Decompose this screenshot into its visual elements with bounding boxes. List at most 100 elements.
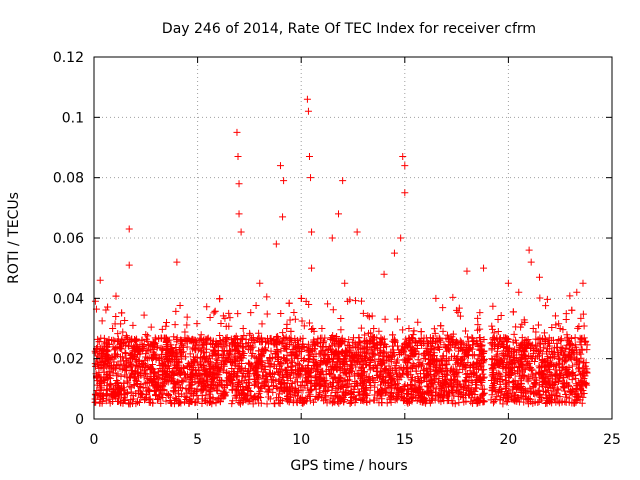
- data-point: [432, 363, 440, 371]
- data-point: [459, 339, 467, 347]
- data-point: [185, 399, 193, 407]
- data-point: [314, 362, 322, 370]
- data-point: [181, 328, 189, 336]
- data-point: [444, 345, 452, 353]
- data-point-outlier: [442, 361, 450, 369]
- data-point: [503, 398, 511, 406]
- data-point: [534, 321, 542, 329]
- data-point: [548, 323, 556, 331]
- data-point: [523, 358, 531, 366]
- data-point: [109, 336, 117, 344]
- data-point: [339, 388, 347, 396]
- data-point: [540, 329, 548, 337]
- data-point: [225, 353, 233, 361]
- data-point: [354, 388, 362, 396]
- data-point: [410, 351, 418, 359]
- data-point: [346, 357, 354, 365]
- data-point: [377, 348, 385, 356]
- data-point: [456, 312, 464, 320]
- data-point: [461, 377, 469, 385]
- data-point-outlier: [185, 337, 193, 345]
- data-point: [150, 368, 158, 376]
- data-point: [505, 345, 513, 353]
- data-point: [104, 303, 112, 311]
- data-point-outlier: [307, 174, 315, 182]
- data-point: [500, 393, 508, 401]
- data-point: [96, 344, 104, 352]
- data-point: [134, 387, 142, 395]
- data-point: [493, 334, 501, 342]
- data-point: [319, 378, 327, 386]
- data-point: [212, 355, 220, 363]
- data-point: [417, 377, 425, 385]
- data-point: [504, 351, 512, 359]
- data-point-outlier: [237, 228, 245, 236]
- data-point: [467, 398, 475, 406]
- data-point: [430, 325, 438, 333]
- data-point: [557, 337, 565, 345]
- data-point: [352, 297, 360, 305]
- data-point: [127, 396, 135, 404]
- data-point: [185, 385, 193, 393]
- data-point: [136, 350, 144, 358]
- data-point: [289, 399, 297, 407]
- data-point: [450, 372, 458, 380]
- data-point: [227, 335, 235, 343]
- data-point: [399, 394, 407, 402]
- data-point: [328, 350, 336, 358]
- data-point: [480, 389, 488, 397]
- data-point: [580, 374, 588, 382]
- data-point: [558, 346, 566, 354]
- data-point: [346, 365, 354, 373]
- data-point: [573, 393, 581, 401]
- data-point: [443, 344, 451, 352]
- data-point: [539, 387, 547, 395]
- data-point: [525, 395, 533, 403]
- data-point-outlier: [272, 240, 280, 248]
- data-point-outlier: [214, 343, 222, 351]
- data-point: [194, 395, 202, 403]
- data-point: [131, 351, 139, 359]
- data-point: [428, 355, 436, 363]
- data-point: [320, 374, 328, 382]
- data-point: [142, 391, 150, 399]
- data-point: [188, 335, 196, 343]
- data-point: [142, 361, 150, 369]
- data-point: [489, 384, 497, 392]
- data-point: [92, 391, 100, 399]
- data-point: [423, 348, 431, 356]
- data-point: [286, 316, 294, 324]
- data-point: [360, 397, 368, 405]
- data-point: [184, 386, 192, 394]
- data-point: [502, 334, 510, 342]
- data-point: [553, 389, 561, 397]
- data-point: [172, 395, 180, 403]
- data-point: [258, 320, 266, 328]
- data-point-outlier: [303, 95, 311, 103]
- data-point: [172, 364, 180, 372]
- data-point: [418, 388, 426, 396]
- data-point: [513, 384, 521, 392]
- data-point: [114, 370, 122, 378]
- data-point: [351, 343, 359, 351]
- data-point: [237, 365, 245, 373]
- data-point: [580, 322, 588, 330]
- data-point: [382, 343, 390, 351]
- data-point: [551, 361, 559, 369]
- data-point-outlier: [173, 258, 181, 266]
- data-point: [378, 360, 386, 368]
- data-point: [499, 342, 507, 350]
- data-point: [172, 307, 180, 315]
- data-point: [469, 399, 477, 407]
- data-point: [577, 336, 585, 344]
- data-point: [165, 358, 173, 366]
- data-point: [351, 395, 359, 403]
- data-point-outlier: [546, 361, 554, 369]
- data-point: [263, 400, 271, 408]
- data-point: [113, 380, 121, 388]
- data-point: [223, 368, 231, 376]
- data-point-outlier: [380, 270, 388, 278]
- data-point: [114, 388, 122, 396]
- data-point: [363, 350, 371, 358]
- data-point: [351, 383, 359, 391]
